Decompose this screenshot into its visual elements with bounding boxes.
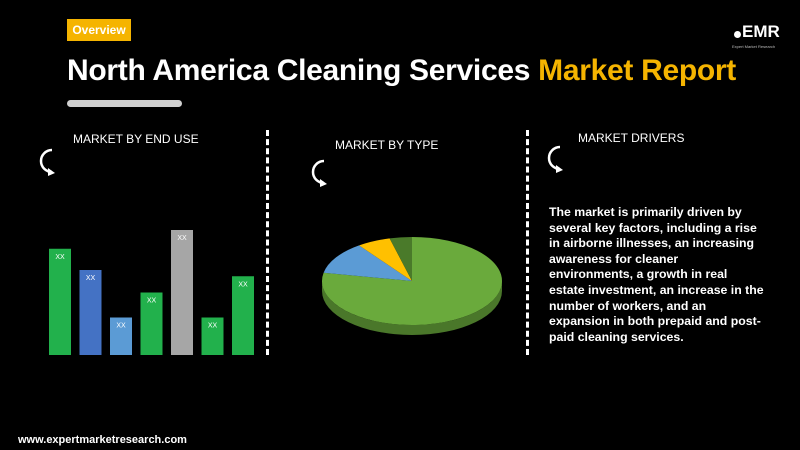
overview-badge: Overview — [67, 19, 131, 41]
bar-label-2: XX — [116, 323, 126, 330]
bar-4 — [171, 230, 193, 355]
title-accent: Market Report — [538, 54, 736, 87]
cycle-arrow-icon — [311, 159, 327, 187]
bar-label-5: XX — [208, 323, 218, 330]
title-main: North America Cleaning Services — [67, 54, 539, 87]
logo-text: EMR — [742, 22, 780, 41]
pie-slice-1 — [323, 245, 412, 281]
pie-slice-2 — [359, 238, 412, 281]
bar-label-6: XX — [238, 281, 248, 288]
emr-logo: EMR Expert Market Research — [732, 22, 790, 50]
drivers-title: MARKET DRIVERS — [578, 131, 685, 145]
section-divider — [266, 130, 269, 355]
market-drivers-text: The market is primarily driven by severa… — [549, 205, 764, 344]
bar-6 — [232, 276, 254, 355]
page-title: North America Cleaning Services Market R… — [67, 54, 736, 88]
title-underline — [67, 100, 182, 107]
bar-label-0: XX — [55, 254, 65, 261]
cycle-arrow-icon — [547, 145, 563, 173]
bar-0 — [49, 248, 71, 355]
bar-1 — [79, 270, 102, 355]
end-use-title: MARKET BY END USE — [73, 132, 199, 146]
logo-tagline: Expert Market Research — [732, 44, 776, 49]
cycle-arrow-icon — [39, 148, 55, 176]
section-divider — [526, 130, 529, 355]
type-title: MARKET BY TYPE — [335, 138, 439, 152]
bar-label-1: XX — [86, 275, 96, 282]
footer-url[interactable]: www.expertmarketresearch.com — [18, 434, 187, 446]
bar-2 — [110, 317, 132, 355]
pie-slice-3 — [389, 237, 412, 281]
bar-5 — [201, 317, 224, 355]
pie-side-0 — [322, 281, 502, 335]
bar-label-4: XX — [177, 235, 187, 242]
bar-3 — [140, 292, 163, 355]
logo-dot-icon — [734, 31, 741, 38]
bar-label-3: XX — [147, 298, 157, 305]
